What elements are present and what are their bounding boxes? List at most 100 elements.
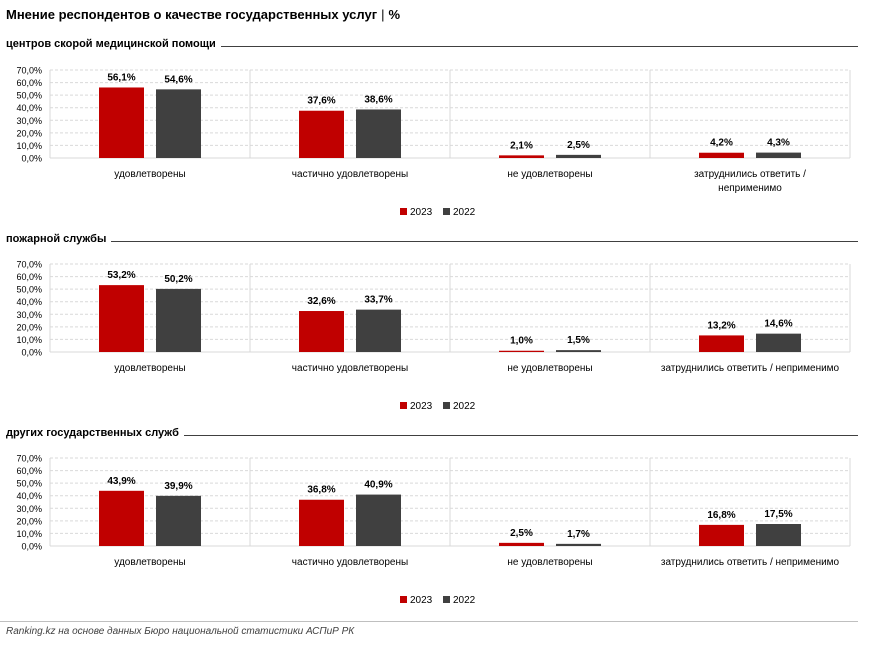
y-tick-label: 20,0% [16,128,42,138]
section-rule-3 [180,435,858,436]
y-tick-label: 60,0% [16,466,42,476]
y-tick-label: 10,0% [16,529,42,539]
chart-ambulance: 0,0% 10,0% 20,0% 30,0% 40,0% 50,0% 60,0% 70,0% 5… [16,66,851,218]
data-label: 2,1% [510,140,533,151]
data-label: 54,6% [164,74,192,85]
category-label: частично удовлетворены [292,557,408,568]
data-label: 39,9% [164,481,192,492]
bar-2023 [99,285,144,352]
bar-2022 [156,495,201,546]
y-tick-label: 10,0% [16,141,42,151]
y-tick-label: 40,0% [16,103,42,113]
bar-2022 [356,494,401,546]
data-label: 2,5% [510,528,533,539]
bar-2022 [756,152,801,158]
data-label: 37,6% [307,96,335,107]
category-label: затруднились ответить / [694,169,806,180]
chart-fire-service: 0,0% 10,0% 20,0% 30,0% 40,0% 50,0% 60,0% 70,0% 5… [16,260,851,412]
legend-label: 2023 [410,595,433,606]
title-separator: | [381,7,385,22]
y-tick-label: 0,0% [21,542,42,552]
category-label: удовлетворены [114,557,185,568]
data-label: 38,6% [364,94,392,105]
y-tick-label: 60,0% [16,272,42,282]
y-tick-label: 20,0% [16,516,42,526]
y-tick-label: 60,0% [16,78,42,88]
data-label: 17,5% [764,509,792,520]
legend-label: 2023 [410,401,433,412]
bar-2022 [756,333,801,352]
category-label: затруднились ответить / неприменимо [661,363,840,374]
data-label: 16,8% [707,510,735,521]
legend-swatch-2022 [443,402,450,409]
data-label: 33,7% [364,295,392,306]
section-title-ambulance: центров скорой медицинской помощи [6,38,221,50]
category-label: затруднились ответить / неприменимо [661,557,840,568]
page-title: Мнение респондентов о качестве государст… [6,7,400,22]
data-label: 32,6% [307,296,335,307]
legend-swatch-2022 [443,596,450,603]
source-note: Ranking.kz на основе данных Бюро национа… [6,626,355,637]
y-tick-label: 20,0% [16,322,42,332]
category-label: частично удовлетворены [292,169,408,180]
data-label: 56,1% [107,72,135,83]
bar-2022 [356,109,401,158]
bar-2022 [556,350,601,352]
category-label: частично удовлетворены [292,363,408,374]
y-tick-label: 40,0% [16,491,42,501]
legend-label: 2022 [453,401,476,412]
legend-swatch-2023 [400,596,407,603]
legend-label: 2022 [453,595,476,606]
legend-label: 2022 [453,207,476,218]
y-tick-label: 0,0% [21,348,42,358]
category-label: удовлетворены [114,363,185,374]
bar-2022 [556,154,601,158]
legend-label: 2023 [410,207,433,218]
y-tick-label: 50,0% [16,479,42,489]
bar-2023 [299,311,344,352]
data-label: 53,2% [107,270,135,281]
category-label: не удовлетворены [507,363,592,374]
footer-rule [0,621,858,622]
section-title-fire: пожарной службы [6,233,112,245]
category-label: не удовлетворены [507,169,592,180]
y-tick-label: 30,0% [16,504,42,514]
data-label: 43,9% [107,476,135,487]
data-label: 1,0% [510,336,533,347]
bar-2022 [756,524,801,546]
data-label: 40,9% [364,480,392,491]
category-label: не удовлетворены [507,557,592,568]
data-label: 36,8% [307,485,335,496]
y-tick-label: 30,0% [16,310,42,320]
y-tick-label: 10,0% [16,335,42,345]
bar-2022 [556,543,601,546]
data-label: 13,2% [707,320,735,331]
bar-2023 [499,350,544,352]
data-label: 1,7% [567,529,590,540]
y-tick-label: 70,0% [16,66,42,76]
category-label: удовлетворены [114,169,185,180]
bar-2022 [156,288,201,352]
legend-swatch-2023 [400,208,407,215]
title-unit: % [388,7,401,22]
bar-2023 [699,524,744,546]
bar-2022 [156,89,201,158]
bar-2023 [499,542,544,546]
chart-other-services: 0,0% 10,0% 20,0% 30,0% 40,0% 50,0% 60,0% 70,0% 4… [16,454,851,606]
y-tick-label: 70,0% [16,260,42,270]
y-tick-label: 0,0% [21,154,42,164]
bar-2023 [99,87,144,158]
y-tick-label: 30,0% [16,116,42,126]
bar-2023 [499,155,544,158]
data-label: 4,3% [767,138,790,149]
section-title-other: других государственных служб [6,427,184,439]
y-tick-label: 40,0% [16,297,42,307]
section-rule-2 [110,241,858,242]
bar-2023 [299,110,344,158]
bar-2022 [356,309,401,352]
legend-swatch-2023 [400,402,407,409]
bar-2023 [699,152,744,158]
data-label: 4,2% [710,138,733,149]
bar-2023 [299,499,344,546]
legend-swatch-2022 [443,208,450,215]
